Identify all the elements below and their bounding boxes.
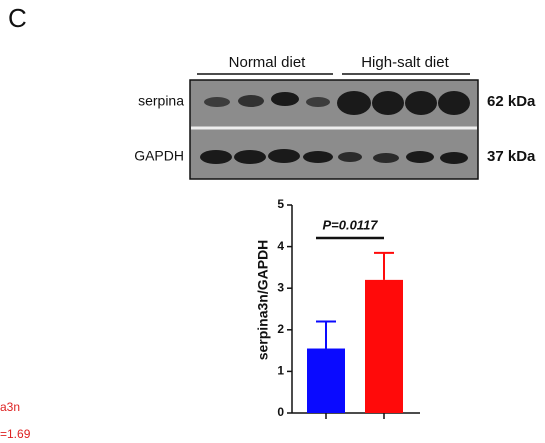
bar <box>307 348 345 413</box>
row-label: GAPDH <box>134 148 184 164</box>
y-tick-label: 1 <box>277 364 284 378</box>
cropped-text: a3n <box>0 400 20 414</box>
y-axis-label: serpina3n/GAPDH <box>255 240 271 361</box>
row-size: 37 kDa <box>487 148 536 165</box>
y-tick-label: 2 <box>277 322 284 336</box>
y-tick-label: 3 <box>277 280 284 294</box>
blot-bands <box>200 91 470 164</box>
row-size: 62 kDa <box>487 93 536 110</box>
bar <box>365 279 403 413</box>
significance-label: P=0.0117 <box>322 217 378 232</box>
y-tick-label: 4 <box>277 239 284 253</box>
cropped-text: =1.69 <box>0 427 31 441</box>
y-tick-label: 0 <box>277 405 284 419</box>
group-label: Normal diet <box>229 54 307 71</box>
y-tick-label: 5 <box>277 197 284 211</box>
row-label: serpina <box>138 93 184 109</box>
group-label: High-salt diet <box>361 54 449 71</box>
panel-label: C <box>8 3 27 33</box>
